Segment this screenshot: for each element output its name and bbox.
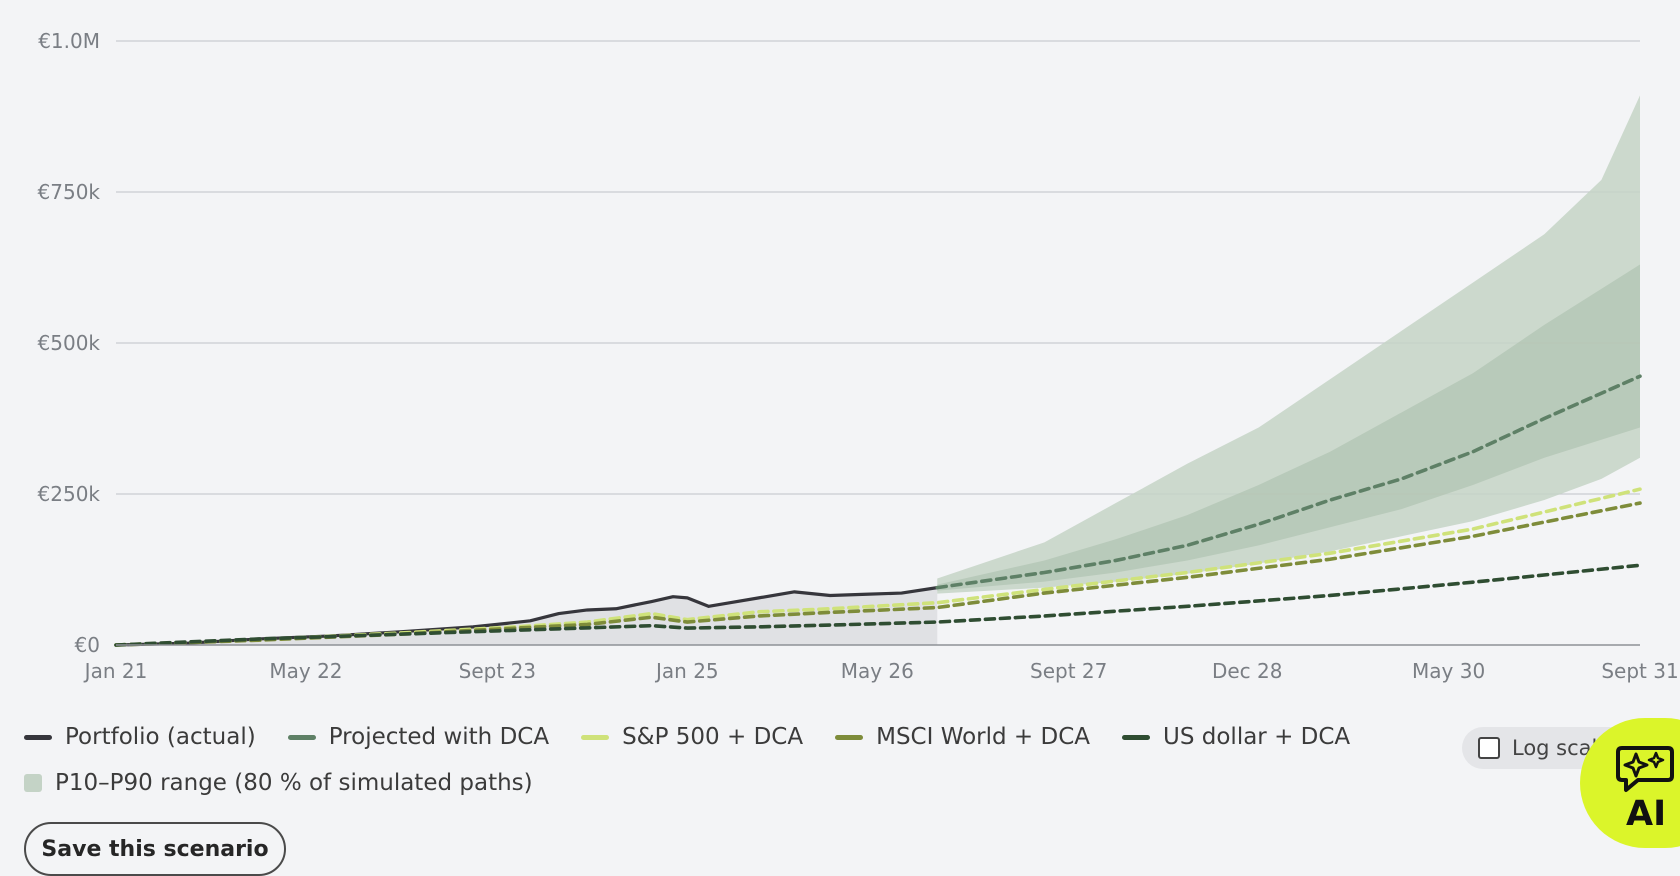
x-tick-label: Sept 23	[459, 659, 536, 683]
chart: €0 €250k €500k €750k €1.0M Jan 21 May 22 Sept 2…	[38, 29, 1679, 683]
legend-item-sp500[interactable]: S&P 500 + DCA	[581, 724, 803, 750]
legend-item-us-dollar[interactable]: US dollar + DCA	[1122, 724, 1350, 750]
legend-item-portfolio[interactable]: Portfolio (actual)	[24, 724, 256, 750]
series-lines	[114, 374, 1642, 647]
y-tick-label: €750k	[38, 180, 101, 204]
portfolio-line	[114, 586, 939, 647]
y-tick-label: €250k	[38, 482, 101, 506]
legend-row: P10–P90 range (80 % of simulated paths)	[24, 768, 1424, 798]
y-tick-label: €500k	[38, 331, 101, 355]
legend-label: MSCI World + DCA	[876, 724, 1091, 750]
sparkle-chat-icon	[1616, 746, 1674, 792]
legend-label: P10–P90 range (80 % of simulated paths)	[55, 770, 533, 796]
legend-swatch	[24, 774, 42, 792]
log-scale-checkbox[interactable]	[1478, 737, 1500, 759]
ai-chat-label: AI Chat	[1626, 794, 1680, 834]
save-scenario-button[interactable]: Save this scenario	[24, 822, 286, 876]
legend-swatch	[581, 734, 610, 740]
x-tick-label: Sept 27	[1030, 659, 1107, 683]
inner-band	[937, 264, 1640, 591]
bands	[116, 95, 1640, 645]
us-dollar-line	[114, 563, 1642, 647]
y-tick-label: €0	[75, 633, 100, 657]
projected-dca-line	[935, 374, 1642, 590]
legend-label: Projected with DCA	[328, 724, 550, 750]
x-tick-label: Jan 21	[83, 659, 148, 683]
historical-area	[116, 587, 938, 645]
axes: €0 €250k €500k €750k €1.0M Jan 21 May 22 Sept 2…	[38, 29, 1679, 683]
legend-swatch	[24, 734, 52, 740]
x-tick-label: Sept 31	[1601, 659, 1678, 683]
legend-label: US dollar + DCA	[1163, 724, 1351, 750]
legend-row: Portfolio (actual) Projected with DCA S&…	[24, 722, 1424, 752]
y-tick-label: €1.0M	[38, 29, 100, 53]
x-tick-label: May 30	[1412, 659, 1485, 683]
legend-item-msci-world[interactable]: MSCI World + DCA	[835, 724, 1090, 750]
x-tick-label: Dec 28	[1212, 659, 1283, 683]
x-tick-label: Jan 25	[654, 659, 719, 683]
legend-swatch	[835, 734, 864, 740]
legend: Portfolio (actual) Projected with DCA S&…	[24, 722, 1424, 814]
legend-item-projected-dca[interactable]: Projected with DCA	[287, 724, 550, 750]
legend-label: S&P 500 + DCA	[622, 724, 804, 750]
x-tick-label: May 22	[269, 659, 342, 683]
legend-label: Portfolio (actual)	[65, 724, 256, 750]
legend-item-range[interactable]: P10–P90 range (80 % of simulated paths)	[24, 770, 533, 796]
legend-swatch	[1122, 734, 1151, 740]
legend-swatch	[287, 734, 316, 740]
x-tick-label: May 26	[841, 659, 914, 683]
ai-chat-button[interactable]: AI Chat	[1580, 718, 1680, 848]
